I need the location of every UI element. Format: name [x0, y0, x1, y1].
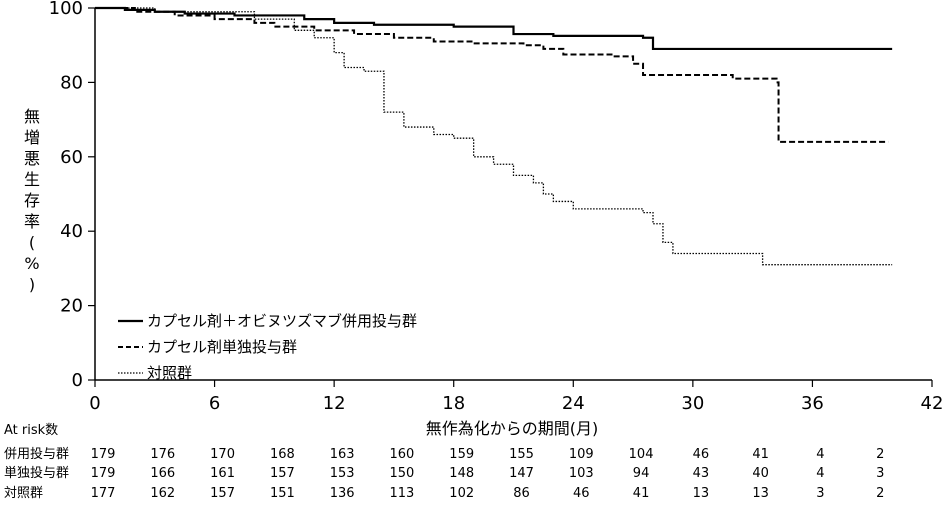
- y-tick-label: 20: [60, 296, 83, 317]
- risk-cell: 148: [449, 466, 474, 481]
- risk-cell: 163: [330, 447, 355, 462]
- risk-cell: 46: [693, 447, 710, 462]
- risk-cell: 155: [509, 447, 534, 462]
- x-axis-label: 無作為化からの期間(月): [426, 419, 599, 438]
- risk-cell: 13: [693, 486, 710, 501]
- risk-cell: 147: [509, 466, 534, 481]
- risk-cell: 159: [449, 447, 474, 462]
- series-layer: [95, 6, 893, 266]
- risk-cell: 161: [210, 466, 235, 481]
- risk-cell: 157: [210, 486, 235, 501]
- risk-cell: 102: [449, 486, 474, 501]
- risk-cell: 157: [270, 466, 295, 481]
- risk-cell: 151: [270, 486, 295, 501]
- risk-cell: 4: [816, 466, 824, 481]
- risk-row-label: 対照群: [4, 486, 43, 501]
- risk-table-title: At risk数: [4, 423, 58, 438]
- x-tick-label: 0: [89, 393, 100, 414]
- x-tick-label: 24: [562, 393, 585, 414]
- legend: カプセル剤＋オビヌツズマブ併用投与群 カプセル剤単独投与群 対照群: [118, 312, 417, 382]
- risk-cell: 160: [390, 447, 415, 462]
- legend-label-mono: カプセル剤単独投与群: [147, 338, 297, 356]
- risk-cell: 43: [693, 466, 710, 481]
- risk-cell: 41: [633, 486, 650, 501]
- risk-table: At risk数 併用投与群 179 176 170 168 163 160 159 155 10…: [4, 423, 884, 501]
- risk-cell: 41: [752, 447, 769, 462]
- risk-cell: 109: [569, 447, 594, 462]
- risk-cell: 3: [876, 466, 884, 481]
- risk-cell: 177: [91, 486, 116, 501]
- risk-rows: 併用投与群 179 176 170 168 163 160 159 155 109 104 46 41 4…: [4, 446, 884, 501]
- x-tick-label: 30: [681, 393, 704, 414]
- risk-cell: 176: [150, 447, 175, 462]
- risk-cell: 150: [390, 466, 415, 481]
- y-tick-label: 40: [60, 221, 83, 242]
- risk-cell: 46: [573, 486, 590, 501]
- risk-cell: 86: [513, 486, 530, 501]
- x-tick-label: 6: [209, 393, 220, 414]
- risk-cell: 2: [876, 447, 884, 462]
- risk-row-label: 併用投与群: [4, 446, 69, 462]
- risk-cell: 113: [390, 486, 415, 501]
- x-tick-label: 18: [442, 393, 465, 414]
- risk-cell: 94: [633, 466, 650, 481]
- risk-cell: 179: [91, 447, 116, 462]
- risk-cell: 103: [569, 466, 594, 481]
- risk-row-label: 単独投与群: [4, 465, 69, 481]
- risk-cell: 4: [816, 447, 824, 462]
- legend-label-combo: カプセル剤＋オビヌツズマブ併用投与群: [147, 312, 417, 330]
- y-axis-label: 無増悪生存率(%): [24, 107, 40, 294]
- risk-cell: 162: [150, 486, 175, 501]
- risk-cell: 2: [876, 486, 884, 501]
- axis-ticks: 0 6 12 18 24 30 36 42 0 20 40 60 80 100: [49, 0, 944, 414]
- risk-cell: 166: [150, 466, 175, 481]
- risk-cell: 170: [210, 447, 235, 462]
- risk-cell: 153: [330, 466, 355, 481]
- risk-cell: 40: [752, 466, 769, 481]
- legend-label-control: 対照群: [147, 364, 192, 382]
- risk-cell: 168: [270, 447, 295, 462]
- y-tick-label: 100: [49, 0, 83, 19]
- plot-area: 0 6 12 18 24 30 36 42 0 20 40 60 80 100: [49, 0, 944, 414]
- y-tick-label: 0: [72, 370, 83, 391]
- risk-cell: 3: [816, 486, 824, 501]
- x-tick-label: 12: [323, 393, 346, 414]
- x-tick-label: 36: [801, 393, 824, 414]
- series-line-1: [95, 7, 889, 143]
- risk-cell: 136: [330, 486, 355, 501]
- risk-cell: 104: [629, 447, 654, 462]
- x-tick-label: 42: [921, 393, 944, 414]
- y-tick-label: 80: [60, 72, 83, 93]
- series-line-2: [95, 7, 893, 266]
- y-tick-label: 60: [60, 147, 83, 168]
- risk-cell: 179: [91, 466, 116, 481]
- risk-cell: 13: [752, 486, 769, 501]
